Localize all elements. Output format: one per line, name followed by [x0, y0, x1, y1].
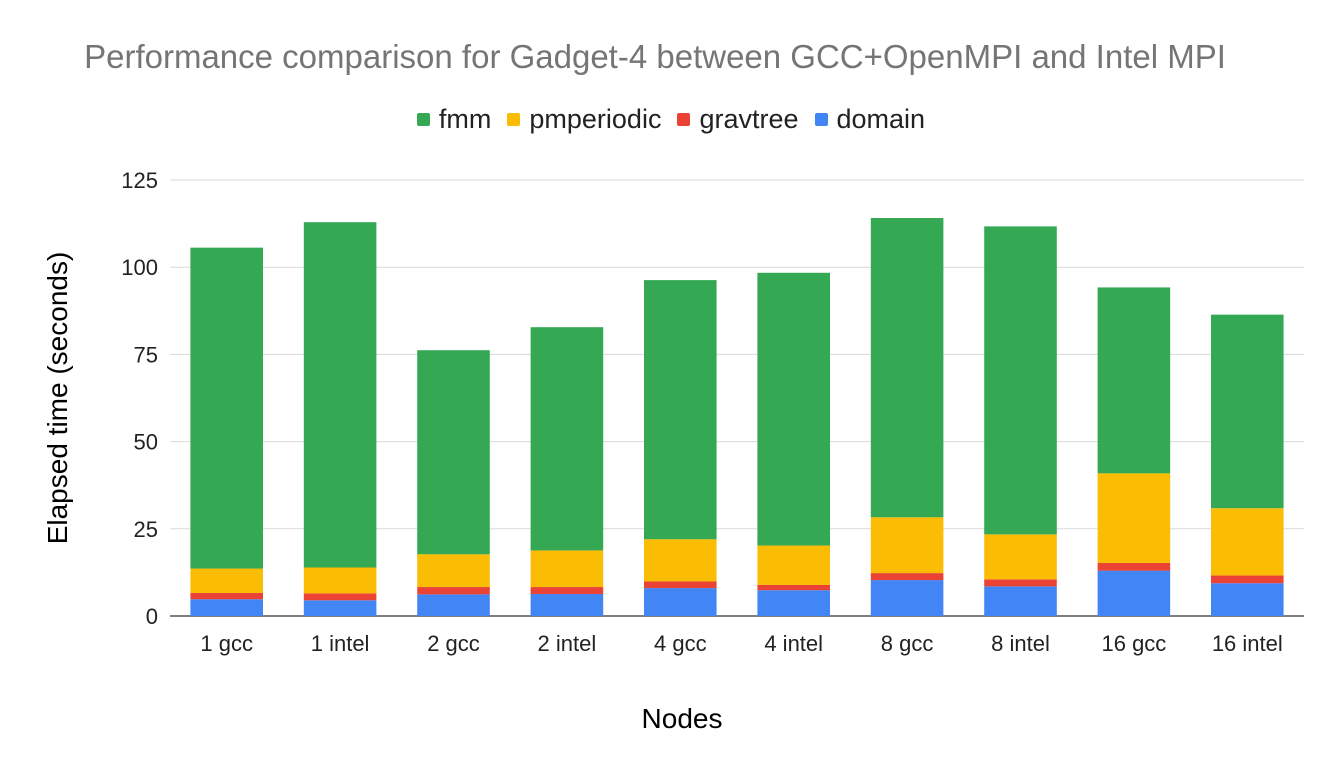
bar-segment-domain	[1211, 583, 1284, 616]
bar-segment-gravtree	[530, 587, 604, 595]
bar-segment-pmperiodic	[870, 517, 944, 574]
x-tick-label: 16 intel	[1212, 631, 1283, 656]
x-tick-label: 16 gcc	[1101, 631, 1166, 656]
bar-segment-fmm	[190, 247, 263, 569]
x-tick-label: 4 gcc	[654, 631, 707, 656]
y-tick-label: 25	[134, 517, 158, 542]
bar-segment-fmm	[644, 280, 717, 540]
bar-segment-domain	[417, 594, 490, 616]
bar-segment-domain	[303, 600, 377, 616]
x-tick-label: 8 intel	[991, 631, 1050, 656]
bar-segment-gravtree	[757, 584, 830, 591]
bar-segment-gravtree	[1211, 575, 1284, 584]
bar-segment-fmm	[984, 226, 1057, 535]
bar-segment-pmperiodic	[644, 539, 717, 582]
bar-segment-fmm	[1097, 287, 1171, 474]
legend-item-pmperiodic: pmperiodic	[507, 104, 661, 135]
bar-segment-gravtree	[1097, 562, 1171, 571]
bar-segment-gravtree	[870, 573, 944, 581]
bar-segment-fmm	[530, 327, 604, 551]
legend-item-domain: domain	[814, 104, 926, 135]
legend-label-gravtree: gravtree	[699, 104, 799, 134]
legend-swatch-pmperiodic	[507, 113, 521, 126]
x-tick-label: 2 gcc	[427, 631, 480, 656]
y-tick-label: 75	[134, 342, 158, 367]
bar-segment-fmm	[303, 222, 377, 568]
y-tick-label: 50	[134, 430, 158, 455]
chart-legend: fmm pmperiodic gravtree domain	[0, 104, 1342, 135]
bar-segment-domain	[757, 590, 830, 616]
y-axis-title: Elapsed time (seconds)	[42, 252, 73, 545]
bar-segment-gravtree	[303, 593, 377, 601]
y-tick-label: 125	[121, 168, 158, 193]
legend-swatch-fmm	[416, 113, 430, 126]
bar-segment-fmm	[1211, 314, 1284, 509]
x-tick-label: 2 intel	[538, 631, 597, 656]
x-tick-label: 1 gcc	[200, 631, 253, 656]
bar-segment-fmm	[870, 218, 944, 518]
legend-label-domain: domain	[836, 104, 926, 134]
y-tick-label: 100	[121, 255, 158, 280]
y-tick-label: 0	[146, 604, 158, 629]
bar-segment-domain	[644, 588, 717, 616]
bar-segment-pmperiodic	[757, 545, 830, 585]
bar-segment-domain	[530, 594, 604, 616]
bar-segment-domain	[984, 586, 1057, 616]
bar-segment-gravtree	[190, 592, 263, 600]
bar-segment-fmm	[417, 350, 490, 555]
legend-item-fmm: fmm	[416, 104, 492, 135]
x-tick-label: 8 gcc	[881, 631, 934, 656]
bar-segment-domain	[1097, 570, 1171, 616]
bar-segment-pmperiodic	[984, 534, 1057, 580]
bar-segment-gravtree	[417, 587, 490, 595]
x-axis-title: Nodes	[642, 703, 723, 734]
x-tick-label: 4 intel	[764, 631, 823, 656]
bar-segment-pmperiodic	[1097, 473, 1171, 563]
bar-segment-pmperiodic	[303, 567, 377, 594]
legend-item-gravtree: gravtree	[677, 104, 799, 135]
legend-swatch-gravtree	[677, 113, 691, 126]
bar-segment-domain	[870, 580, 944, 616]
bar-segment-pmperiodic	[417, 554, 490, 588]
legend-label-pmperiodic: pmperiodic	[529, 104, 662, 134]
bar-segment-pmperiodic	[1211, 508, 1284, 576]
legend-swatch-domain	[814, 113, 828, 126]
bar-segment-domain	[190, 599, 263, 616]
chart-title: Performance comparison for Gadget-4 betw…	[84, 38, 1226, 75]
bar-segment-fmm	[757, 272, 830, 546]
bar-segment-gravtree	[984, 579, 1057, 587]
bar-segment-pmperiodic	[530, 550, 604, 588]
legend-label-fmm: fmm	[438, 104, 492, 134]
bar-segment-gravtree	[644, 581, 717, 589]
x-tick-label: 1 intel	[311, 631, 370, 656]
bar-segment-pmperiodic	[190, 568, 263, 593]
